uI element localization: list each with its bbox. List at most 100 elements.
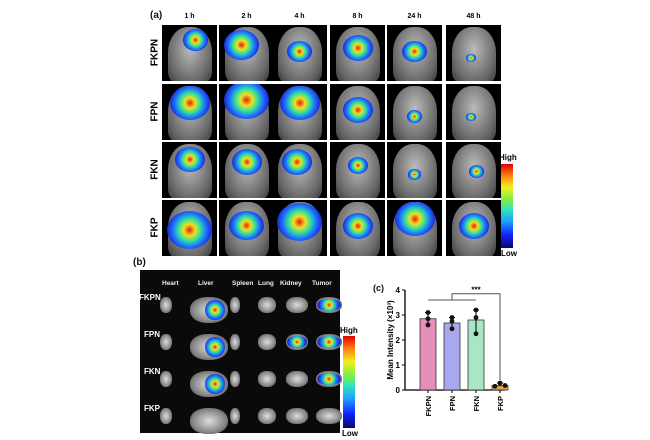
- y-tick-label: 4: [396, 286, 401, 295]
- mouse-image: [330, 25, 385, 81]
- fluorescence-signal: [407, 110, 422, 123]
- fluorescence-signal: [317, 335, 341, 349]
- organ-image: [316, 371, 342, 387]
- organ-image: [230, 297, 240, 313]
- fluorescence-signal: [342, 213, 373, 239]
- mouse-image: [446, 84, 501, 140]
- panel-b-label: (b): [133, 257, 146, 268]
- organ-label: Tumor: [312, 280, 332, 287]
- panel-b-organ-image: Heart Liver Spleen Lung Kidney Tumor FKPN FPN FK…: [139, 270, 342, 434]
- mouse-image: [387, 142, 442, 198]
- organ-image: [230, 334, 240, 350]
- fluorescence-signal: [205, 299, 226, 321]
- fluorescence-signal: [342, 35, 373, 61]
- bar: [443, 322, 461, 391]
- fluorescence-signal: [205, 373, 226, 395]
- fluorescence-signal: [287, 335, 307, 349]
- organ-image: [190, 371, 228, 397]
- organ-image: [160, 297, 172, 313]
- panel-a-colorbar-high: High: [499, 153, 517, 162]
- x-tick-label: FKP: [496, 396, 505, 411]
- fluorescence-signal: [465, 53, 476, 63]
- data-point: [497, 380, 503, 386]
- organ-label: Kidney: [280, 280, 302, 287]
- y-tick-label: 3: [396, 311, 401, 320]
- organ-image: [160, 371, 172, 387]
- mouse-image: [446, 25, 501, 81]
- organ-image: [190, 408, 228, 434]
- organ-image: [258, 371, 276, 387]
- data-point: [502, 383, 508, 388]
- panel-a-colorbar-low: Low: [501, 249, 517, 258]
- mouse-image: [387, 200, 442, 256]
- mouse-image: [272, 142, 327, 198]
- mouse-image: [330, 84, 385, 140]
- organ-image: [316, 334, 342, 350]
- mouse-image: [219, 200, 274, 256]
- fluorescence-signal: [277, 202, 322, 241]
- organ-image: [286, 334, 308, 350]
- mouse-image: [272, 84, 327, 140]
- mouse-image: [162, 84, 217, 140]
- data-point: [425, 322, 431, 328]
- y-tick-label: 2: [396, 336, 401, 345]
- mouse-image: [219, 25, 274, 81]
- group-label: FKP: [149, 217, 161, 238]
- data-point: [473, 331, 479, 337]
- organ-image: [258, 297, 276, 313]
- panel-b-colorbar: [343, 336, 355, 428]
- panel-a-label: (a): [150, 10, 163, 21]
- fluorescence-signal: [465, 112, 476, 122]
- mouse-image: [162, 25, 217, 81]
- organ-image: [286, 408, 308, 424]
- timepoint-label: 1 h: [184, 13, 195, 20]
- group-label: FKN: [149, 159, 161, 180]
- organ-image: [190, 334, 228, 360]
- organ-image: [258, 408, 276, 424]
- significance-marker: ***: [471, 286, 481, 295]
- timepoint-label: 4 h: [294, 13, 305, 20]
- organ-image: [258, 334, 276, 350]
- data-point: [425, 310, 431, 315]
- mouse-image: [330, 200, 385, 256]
- group-label: FKPN: [139, 293, 161, 302]
- significance-bracket: [451, 293, 501, 380]
- fluorescence-signal: [408, 169, 421, 180]
- organ-image: [160, 408, 172, 424]
- data-point: [449, 318, 455, 324]
- fluorescence-signal: [342, 97, 373, 123]
- organ-image: [316, 297, 342, 313]
- mouse-image: [330, 142, 385, 198]
- fluorescence-signal: [167, 211, 212, 250]
- fluorescence-signal: [169, 86, 210, 121]
- fluorescence-signal: [458, 213, 489, 239]
- x-tick-label: FPN: [448, 396, 457, 411]
- data-point: [449, 315, 455, 320]
- fluorescence-signal: [468, 165, 484, 179]
- fluorescence-signal: [317, 298, 341, 312]
- mouse-image: [162, 200, 217, 256]
- mouse-image: [387, 25, 442, 81]
- mouse-image: [446, 200, 501, 256]
- fluorescence-signal: [205, 336, 226, 358]
- mouse-image: [387, 84, 442, 140]
- data-point: [449, 326, 455, 332]
- panel-a-colorbar: [501, 164, 513, 248]
- mouse-image: [272, 200, 327, 256]
- organ-image: [316, 408, 342, 424]
- x-tick-label: FKN: [472, 396, 481, 411]
- fluorescence-signal: [281, 149, 312, 175]
- organ-label: Lung: [258, 280, 274, 287]
- fluorescence-signal: [182, 29, 208, 51]
- fluorescence-signal: [223, 29, 259, 60]
- group-label: FKN: [144, 367, 161, 376]
- organ-image: [286, 371, 308, 387]
- mouse-image: [446, 142, 501, 198]
- organ-label: Spleen: [232, 280, 254, 287]
- group-label: FPN: [144, 330, 160, 339]
- organ-label: Liver: [198, 280, 214, 287]
- organ-image: [286, 297, 308, 313]
- x-tick-label: FKPN: [424, 396, 433, 416]
- data-point: [473, 315, 479, 320]
